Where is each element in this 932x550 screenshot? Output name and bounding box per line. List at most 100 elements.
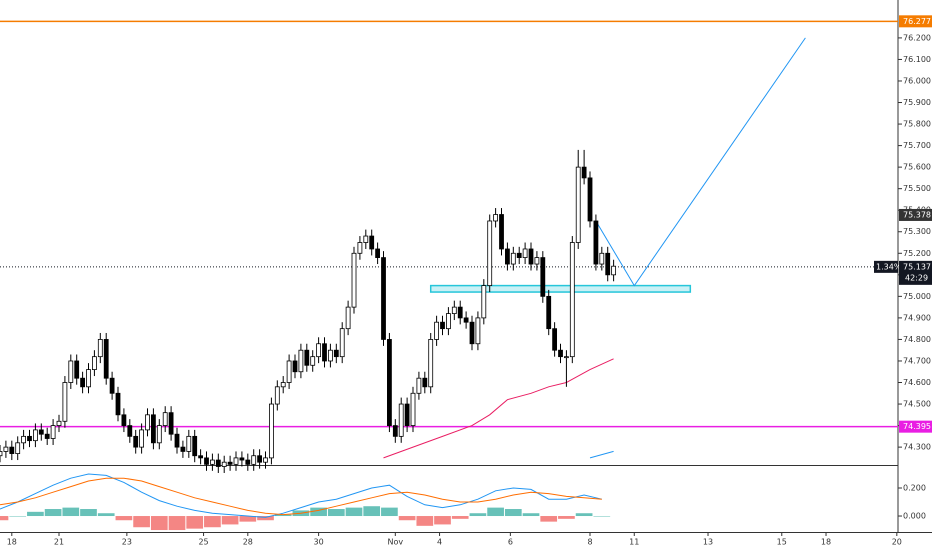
candle-body	[162, 412, 168, 426]
candle-body	[62, 382, 68, 422]
histogram-bar	[274, 514, 292, 517]
x-tick-label: 28	[243, 538, 253, 547]
price-tag	[899, 208, 932, 221]
histogram-bar	[27, 511, 44, 517]
x-tick-label: 6	[508, 538, 513, 547]
price-tag	[899, 420, 932, 433]
candle-body	[174, 433, 180, 448]
price-tag-label: 74.395	[903, 422, 931, 431]
candle-body	[357, 242, 363, 254]
y-tick-label: 75.200	[903, 249, 931, 258]
y-tick-label: 74.800	[903, 335, 931, 344]
candle-body	[227, 461, 233, 465]
candle-body	[50, 425, 56, 439]
candle-body	[233, 457, 239, 465]
histogram-bar	[44, 509, 62, 517]
candle-body	[103, 339, 109, 379]
histogram-bar	[345, 507, 363, 517]
candle-body	[516, 252, 522, 258]
candle-body	[434, 321, 440, 340]
signal-line	[0, 477, 602, 516]
candle-body	[56, 420, 62, 426]
y-tick-label: 0.000	[903, 512, 926, 521]
candle-body	[534, 257, 540, 265]
candle-body	[505, 248, 510, 265]
candle-body	[115, 392, 121, 416]
histogram-bar	[522, 513, 540, 517]
candle-body	[328, 349, 333, 362]
candle-body	[481, 285, 487, 319]
candle-body	[587, 177, 593, 222]
candle-body	[345, 306, 351, 330]
candle-body	[97, 339, 103, 358]
candle-body	[422, 377, 428, 388]
histogram-bar	[133, 516, 150, 528]
change-tag	[874, 260, 898, 273]
y-tick-label: 74.300	[903, 443, 931, 452]
candle-body	[611, 265, 617, 276]
x-tick-label: 11	[629, 538, 639, 547]
y-tick-label: 74.600	[903, 378, 931, 387]
candle-body	[86, 369, 91, 388]
marker-price-label: 75.378	[903, 210, 931, 219]
candle-body	[210, 459, 215, 465]
x-tick-label: 25	[198, 538, 208, 547]
candle-body	[168, 412, 174, 435]
candle-body	[263, 457, 268, 463]
countdown-label: 42:29	[905, 273, 928, 282]
candle-body	[280, 382, 286, 388]
candle-body	[575, 166, 581, 243]
candle-body	[92, 356, 97, 370]
candle-body	[487, 220, 493, 286]
y-tick-label: 76.200	[903, 33, 931, 42]
candle-body	[156, 425, 162, 444]
x-tick-label: 4	[437, 538, 442, 547]
candle-body	[27, 435, 32, 442]
candle-body	[251, 455, 257, 465]
candle-body	[192, 435, 198, 457]
candle-body	[510, 252, 516, 265]
y-tick-label: 76.100	[903, 55, 931, 64]
candle-body	[215, 459, 221, 467]
candle-body	[274, 386, 280, 405]
histogram-bar	[239, 516, 257, 522]
candle-body	[3, 446, 9, 452]
histogram-bar	[310, 507, 327, 517]
histogram-bar	[221, 516, 239, 525]
candle-body	[381, 257, 386, 340]
candle-body	[245, 459, 251, 465]
histogram-bar	[558, 516, 575, 519]
histogram-bar	[363, 506, 381, 517]
candle-body	[269, 403, 274, 459]
candle-body	[127, 425, 133, 437]
histogram-bar	[97, 513, 115, 517]
candle-body	[552, 328, 558, 351]
histogram-bar	[416, 516, 434, 526]
candle-body	[121, 414, 127, 426]
x-tick-label: 21	[54, 538, 64, 547]
candle-body	[457, 306, 463, 319]
candle-body	[292, 360, 298, 373]
candle-body	[298, 349, 304, 373]
candle-body	[593, 220, 599, 265]
histogram-bar	[381, 507, 398, 517]
candle-body	[198, 455, 204, 459]
candle-body	[581, 166, 587, 179]
histogram-bar	[257, 516, 274, 521]
candle-body	[528, 248, 534, 265]
y-tick-label: 0.200	[903, 484, 926, 493]
y-tick-label: 75.300	[903, 227, 931, 236]
candle-body	[109, 377, 115, 394]
x-tick-label: 23	[122, 538, 132, 547]
candle-body	[339, 328, 345, 358]
overlay-line	[383, 358, 614, 459]
x-tick-label: 13	[703, 538, 713, 547]
histogram-bar	[504, 509, 522, 517]
x-tick-label: 20	[892, 538, 902, 547]
x-tick-label: 8	[587, 538, 592, 547]
y-tick-label: 74.900	[903, 313, 931, 322]
candle-body	[38, 429, 44, 435]
candle-body	[44, 433, 50, 439]
candle-body	[9, 446, 15, 454]
